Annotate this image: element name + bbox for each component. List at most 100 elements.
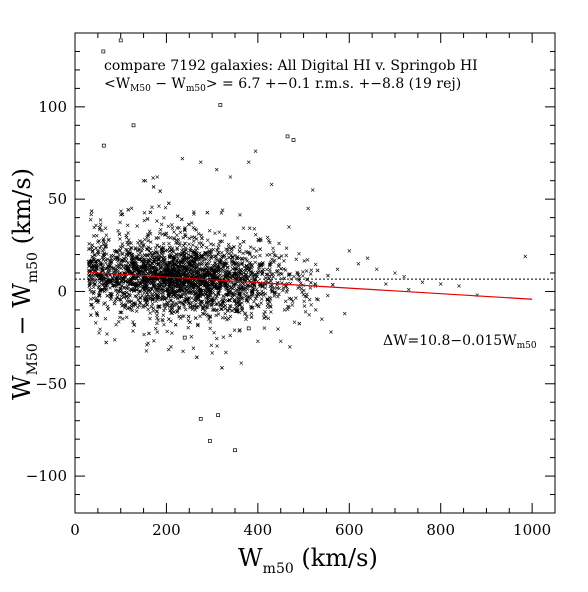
data-point (112, 301, 117, 306)
data-point (457, 284, 461, 288)
data-point (313, 308, 318, 312)
data-point (113, 288, 118, 293)
data-point (301, 274, 305, 278)
data-point (172, 279, 176, 283)
data-point (145, 276, 149, 280)
data-point (90, 243, 95, 248)
data-point (187, 236, 192, 241)
data-point (264, 267, 269, 272)
data-point (217, 230, 222, 235)
data-point (94, 311, 99, 315)
data-point (205, 210, 210, 215)
data-point (244, 266, 248, 271)
data-point (162, 322, 166, 327)
data-point (232, 272, 236, 276)
data-point (207, 249, 212, 254)
data-point (128, 293, 132, 298)
data-point (212, 330, 216, 335)
data-point (255, 289, 260, 294)
data-point (157, 261, 161, 265)
data-point (238, 287, 243, 292)
data-point (185, 285, 189, 289)
data-point (142, 332, 146, 337)
data-point (183, 307, 188, 312)
data-point (189, 300, 194, 305)
fit-equation: ΔW=10.8−0.015Wm50 (383, 333, 537, 351)
data-point (214, 167, 219, 172)
data-point (111, 270, 116, 274)
data-point (177, 284, 181, 289)
data-point (98, 261, 103, 266)
data-point (94, 246, 98, 250)
data-point (251, 287, 256, 291)
data-point (271, 250, 276, 254)
data-point (166, 224, 171, 229)
data-point (204, 272, 209, 277)
data-point (98, 288, 103, 292)
data-point (131, 276, 136, 280)
data-point (123, 264, 128, 268)
data-point (254, 287, 259, 292)
data-point (216, 292, 221, 296)
data-point (129, 206, 134, 211)
data-point (94, 266, 99, 271)
data-point (191, 243, 195, 247)
data-point (170, 331, 174, 335)
data-point (131, 304, 136, 308)
data-point (233, 288, 238, 293)
data-point (188, 255, 193, 259)
data-point (98, 222, 103, 227)
data-point (126, 306, 130, 311)
data-point (95, 249, 100, 254)
data-point (180, 156, 185, 161)
data-point (170, 263, 175, 268)
data-point (134, 309, 139, 314)
data-point (89, 209, 94, 213)
data-point (115, 267, 120, 272)
data-point (124, 247, 128, 252)
data-point (210, 280, 215, 285)
data-point (182, 279, 186, 284)
data-point (91, 234, 96, 238)
data-point (305, 257, 310, 262)
data-point (150, 297, 155, 301)
y-tick-label: −50 (35, 375, 67, 393)
data-point (221, 268, 226, 273)
data-point (402, 274, 406, 279)
data-point (146, 257, 151, 262)
data-point (252, 246, 256, 251)
data-point (147, 331, 151, 336)
data-point (169, 299, 173, 303)
rejected-point (216, 413, 220, 418)
y-tick-label: 0 (57, 282, 67, 300)
data-point (92, 282, 96, 287)
data-point (183, 241, 187, 246)
data-point (204, 261, 209, 266)
data-point (187, 296, 191, 300)
data-point (184, 248, 188, 252)
data-point (151, 309, 156, 313)
data-point (206, 299, 211, 304)
data-point (252, 274, 257, 278)
data-point (114, 322, 118, 327)
data-point (171, 255, 175, 260)
data-point (192, 260, 197, 264)
data-point (198, 160, 203, 165)
data-point (116, 255, 120, 260)
data-point (167, 317, 171, 322)
data-point (242, 312, 247, 316)
data-point (91, 285, 96, 290)
data-point (138, 290, 142, 294)
data-point (195, 355, 199, 360)
data-point (162, 308, 166, 313)
data-point (88, 217, 93, 222)
data-point (268, 304, 273, 308)
data-point (131, 329, 135, 333)
data-point (267, 262, 272, 267)
data-point (207, 287, 212, 291)
data-point (235, 254, 240, 259)
data-point (117, 297, 122, 302)
data-point (279, 266, 283, 271)
data-point (155, 313, 159, 318)
data-point (230, 255, 235, 259)
